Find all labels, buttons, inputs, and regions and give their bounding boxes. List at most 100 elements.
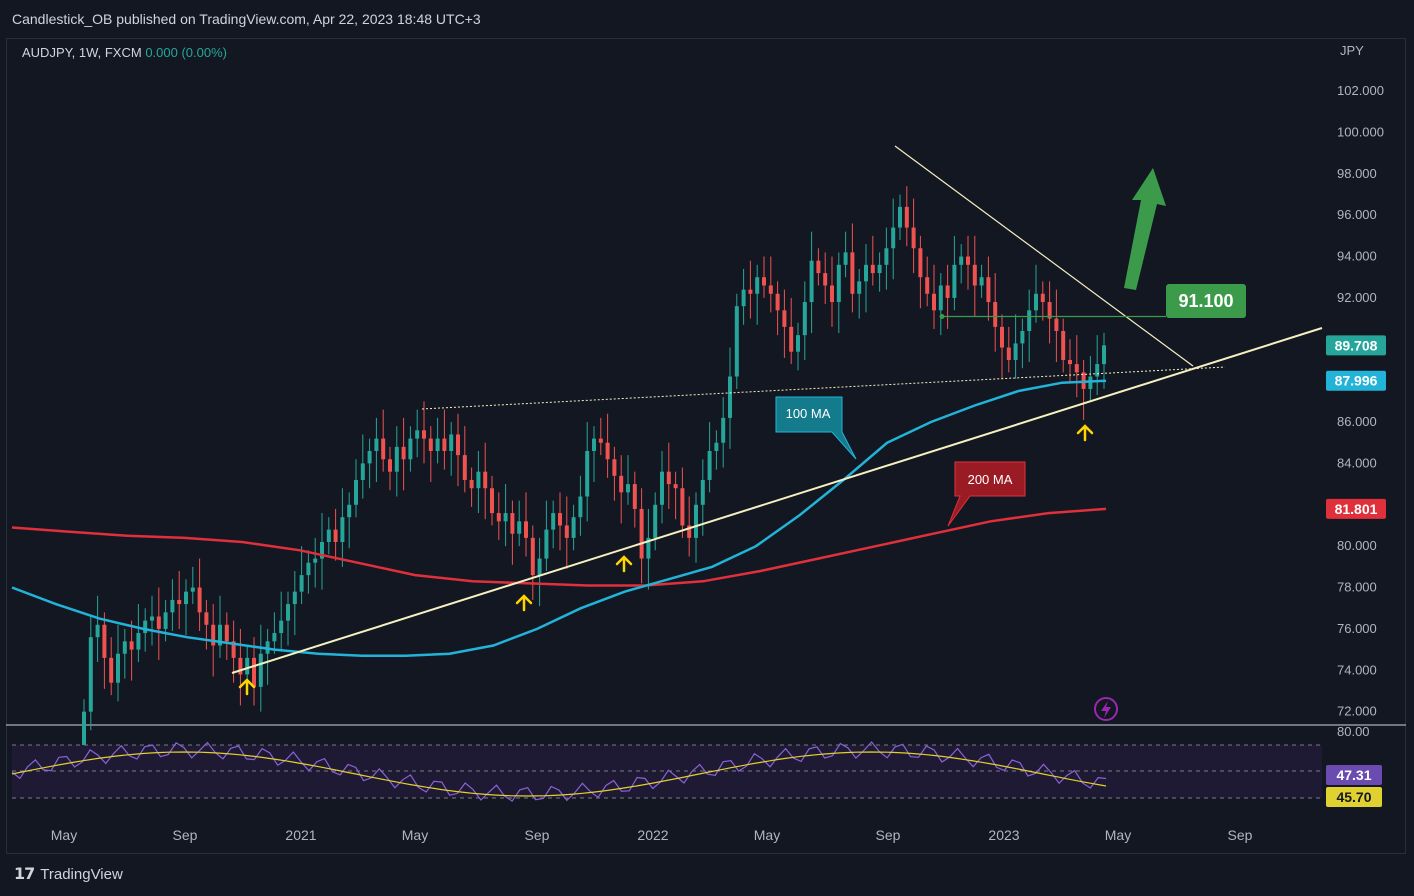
candle-body: [612, 459, 617, 476]
x-tick-label: Sep: [1228, 827, 1253, 843]
y-tick-label: 78.000: [1337, 580, 1377, 595]
support-arrow-icon: [515, 594, 533, 612]
candle-body: [95, 624, 100, 638]
candle-body: [469, 479, 474, 489]
candle-body: [898, 206, 902, 228]
candle-body: [1068, 359, 1072, 365]
candle-body: [456, 434, 460, 456]
support-arrow-icon: [238, 678, 256, 696]
y-tick-label: 92.000: [1337, 290, 1377, 305]
candle-body: [102, 624, 107, 658]
candle-body: [252, 657, 256, 687]
ma200-callout-text: 200 MA: [968, 472, 1013, 487]
candle-body: [972, 264, 977, 286]
candle-body: [904, 206, 909, 228]
candle-body: [435, 438, 440, 451]
candle-body: [721, 417, 726, 443]
candle-body: [884, 248, 889, 265]
candle-body: [524, 521, 528, 538]
candle-body: [673, 484, 678, 489]
candle-body: [952, 264, 957, 298]
x-tick-label: 2023: [988, 827, 1019, 843]
candle-body: [360, 463, 365, 480]
candle-body: [870, 264, 875, 274]
candle-body: [571, 517, 576, 538]
candle-body: [320, 542, 324, 559]
candle-body: [224, 624, 229, 642]
candle-body: [646, 537, 651, 559]
currency-label: JPY: [1340, 43, 1364, 58]
ma100-callout: [775, 396, 857, 460]
x-tick-label: May: [402, 827, 428, 843]
candle-body: [809, 260, 814, 303]
candle-body: [660, 471, 664, 505]
candle-body: [619, 475, 624, 493]
candle-body: [517, 521, 522, 534]
candle-body: [938, 285, 943, 311]
candle-body: [680, 488, 685, 526]
candle-body: [925, 277, 930, 294]
candle-body: [422, 430, 426, 439]
candle-body: [442, 438, 447, 451]
candle-body: [156, 616, 161, 629]
ma200-price-label-text: 81.801: [1335, 501, 1378, 517]
candle-body: [163, 612, 168, 629]
candle-body: [891, 227, 896, 249]
candle-body: [748, 289, 753, 294]
candle-body: [700, 479, 705, 505]
y-tick-label: 102.000: [1337, 83, 1384, 98]
candle-body: [666, 471, 671, 485]
candle-body: [966, 256, 970, 265]
bullish-arrow-icon: [1124, 168, 1166, 290]
candle-body: [1074, 364, 1079, 373]
candle-body: [462, 455, 467, 480]
x-tick-label: Sep: [173, 827, 198, 843]
y-tick-label: 84.000: [1337, 455, 1377, 470]
candle-body: [578, 496, 583, 518]
y-tick-label: 98.000: [1337, 166, 1377, 181]
candle-body: [598, 438, 603, 443]
candle-body: [279, 620, 284, 634]
candle-body: [394, 446, 399, 472]
candle-body: [299, 575, 304, 592]
candle-body: [877, 264, 882, 274]
candle-body: [374, 438, 379, 451]
candle-body: [510, 513, 515, 534]
candle-body: [626, 484, 630, 493]
candle-body: [1047, 302, 1052, 319]
candle-body: [211, 624, 216, 646]
ma100-line: [11, 379, 1107, 658]
symbol-info: AUDJPY, 1W, FXCM: [22, 45, 142, 60]
candle-body: [775, 293, 780, 311]
candle-body: [354, 479, 358, 505]
candle-body: [639, 508, 644, 559]
tradingview-footer[interactable]: 𝟭𝟳 TradingView: [14, 862, 123, 886]
candle-body: [381, 438, 386, 460]
candle-body: [116, 653, 120, 683]
symbol-change: 0.000 (0.00%): [145, 45, 227, 60]
candle-body: [1054, 318, 1059, 332]
candle-body: [796, 335, 800, 352]
chart-frame[interactable]: [6, 38, 1406, 854]
candle-body: [231, 641, 236, 658]
rsi-ma-value-text: 45.70: [1336, 789, 1371, 805]
y-tick-label: 86.000: [1337, 414, 1377, 429]
publish-text: Candlestick_OB published on TradingView.…: [12, 11, 481, 27]
ascending-trendline: [231, 327, 1323, 674]
ma200-price-label: [1326, 498, 1386, 519]
candle-body: [204, 612, 209, 625]
candle-body: [959, 256, 964, 265]
candle-body: [388, 459, 392, 472]
x-tick-label: Sep: [876, 827, 901, 843]
candle-body: [238, 657, 243, 675]
candle-body: [830, 285, 834, 303]
candle-body: [218, 624, 222, 646]
candle-body: [1027, 310, 1032, 332]
candle-body: [1000, 326, 1004, 348]
candle-body: [864, 264, 868, 282]
candle-body: [326, 529, 331, 543]
last-price-label-text: 89.708: [1335, 337, 1378, 353]
candle-body: [707, 450, 712, 480]
x-tick-label: May: [1105, 827, 1131, 843]
